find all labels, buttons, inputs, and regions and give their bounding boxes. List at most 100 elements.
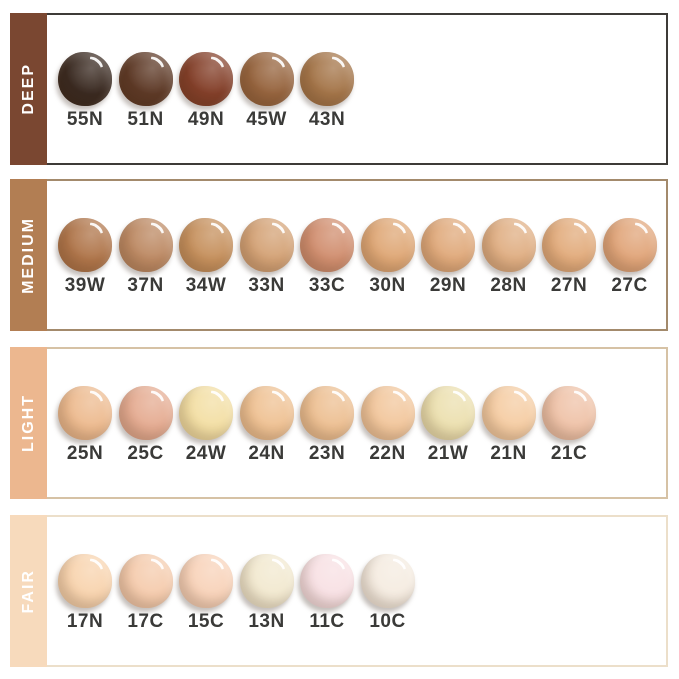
swatch-blob [179,386,233,440]
shade-swatch-23n: 23N [300,386,354,474]
shade-swatch-13n: 13N [239,554,294,642]
swatch-blob [300,554,354,608]
swatch-code: 45W [246,109,287,130]
swatch-code: 17N [66,611,104,632]
row-sidebar: FAIR [10,515,47,667]
swatches: 55N 51N 49N 45W 43N [47,15,666,163]
shade-swatch-29n: 29N [421,218,475,306]
shade-swatch-39w: 39W [58,218,112,306]
shade-swatch-17c: 17C [118,554,173,642]
swatch-code: 27C [611,275,648,296]
shade-row-fair: FAIR 17N 17C 15C 13N 11C 10C [10,515,668,667]
swatch-blob [58,218,112,272]
swatch-code: 28N [490,275,527,296]
swatch-code: 39W [64,275,106,296]
swatch-blob [239,386,294,440]
swatch-blob [118,218,173,272]
shade-row-light: LIGHT 25N 25C 24W 24N 23N 22N 21W 21N 21… [10,347,668,499]
row-label: MEDIUM [19,216,37,294]
shade-swatch-51n: 51N [118,52,173,140]
row-sidebar: LIGHT [10,347,47,499]
shade-row-deep: DEEP 55N 51N 49N 45W 43N [10,13,668,165]
swatch-blob [421,218,475,272]
swatch-code: 24W [185,443,227,464]
shade-swatch-24w: 24W [179,386,233,474]
swatch-blob [602,218,657,272]
shade-swatch-43n: 43N [300,52,354,140]
swatch-blob [300,218,354,272]
swatch-code: 15C [187,611,225,632]
swatch-blob [239,52,294,106]
row-sidebar: MEDIUM [10,179,47,331]
shade-swatch-27n: 27N [542,218,596,306]
shade-swatch-34w: 34W [179,218,233,306]
shade-swatch-28n: 28N [481,218,536,306]
swatch-code: 11C [309,611,345,632]
shade-swatch-11c: 11C [300,554,354,642]
swatch-code: 37N [127,275,164,296]
swatch-blob [360,218,415,272]
swatch-blob [179,554,233,608]
row-sidebar: DEEP [10,13,47,165]
swatch-code: 23N [308,443,346,464]
swatch-blob [360,386,415,440]
shade-swatch-17n: 17N [58,554,112,642]
swatch-blob [58,52,112,106]
shade-swatch-55n: 55N [58,52,112,140]
shade-swatch-21w: 21W [421,386,475,474]
swatch-code: 34W [185,275,227,296]
swatch-blob [58,386,112,440]
swatch-blob [239,218,294,272]
swatch-code: 51N [127,109,164,130]
swatch-blob [118,52,173,106]
swatch-code: 33N [248,275,285,296]
swatch-code: 33C [308,275,346,296]
swatch-code: 13N [248,611,285,632]
shade-swatch-45w: 45W [239,52,294,140]
shade-swatch-37n: 37N [118,218,173,306]
row-label: DEEP [19,63,37,115]
shade-swatch-21c: 21C [542,386,596,474]
swatch-code: 25C [127,443,164,464]
swatch-blob [481,218,536,272]
shade-swatch-25n: 25N [58,386,112,474]
swatch-code: 17C [127,611,164,632]
swatch-blob [481,386,536,440]
swatch-code: 22N [369,443,406,464]
swatch-blob [300,386,354,440]
shade-swatch-22n: 22N [360,386,415,474]
swatch-code: 43N [308,109,346,130]
swatch-code: 29N [429,275,467,296]
shade-swatch-25c: 25C [118,386,173,474]
swatch-blob [179,52,233,106]
shade-swatch-21n: 21N [481,386,536,474]
swatch-blob [179,218,233,272]
swatch-code: 21W [427,443,469,464]
swatch-blob [118,386,173,440]
swatches: 39W 37N 34W 33N 33C 30N 29N 28N 27N 27C [47,181,666,329]
swatches: 25N 25C 24W 24N 23N 22N 21W 21N 21C [47,349,666,497]
swatches: 17N 17C 15C 13N 11C 10C [47,517,666,665]
swatch-blob [58,554,112,608]
shade-swatch-30n: 30N [360,218,415,306]
swatch-code: 25N [66,443,104,464]
swatch-blob [118,554,173,608]
shade-swatch-15c: 15C [179,554,233,642]
shade-swatch-49n: 49N [179,52,233,140]
shade-swatch-27c: 27C [602,218,657,306]
shade-row-medium: MEDIUM 39W 37N 34W 33N 33C 30N 29N 28N 2… [10,179,668,331]
swatch-blob [360,554,415,608]
swatch-blob [421,386,475,440]
swatch-blob [300,52,354,106]
shade-swatch-33n: 33N [239,218,294,306]
shade-swatch-10c: 10C [360,554,415,642]
swatch-code: 21C [550,443,588,464]
swatch-blob [542,386,596,440]
swatch-code: 27N [550,275,588,296]
swatch-code: 21N [490,443,527,464]
swatch-code: 55N [66,109,104,130]
swatch-code: 10C [369,611,406,632]
shade-swatch-33c: 33C [300,218,354,306]
swatch-blob [239,554,294,608]
